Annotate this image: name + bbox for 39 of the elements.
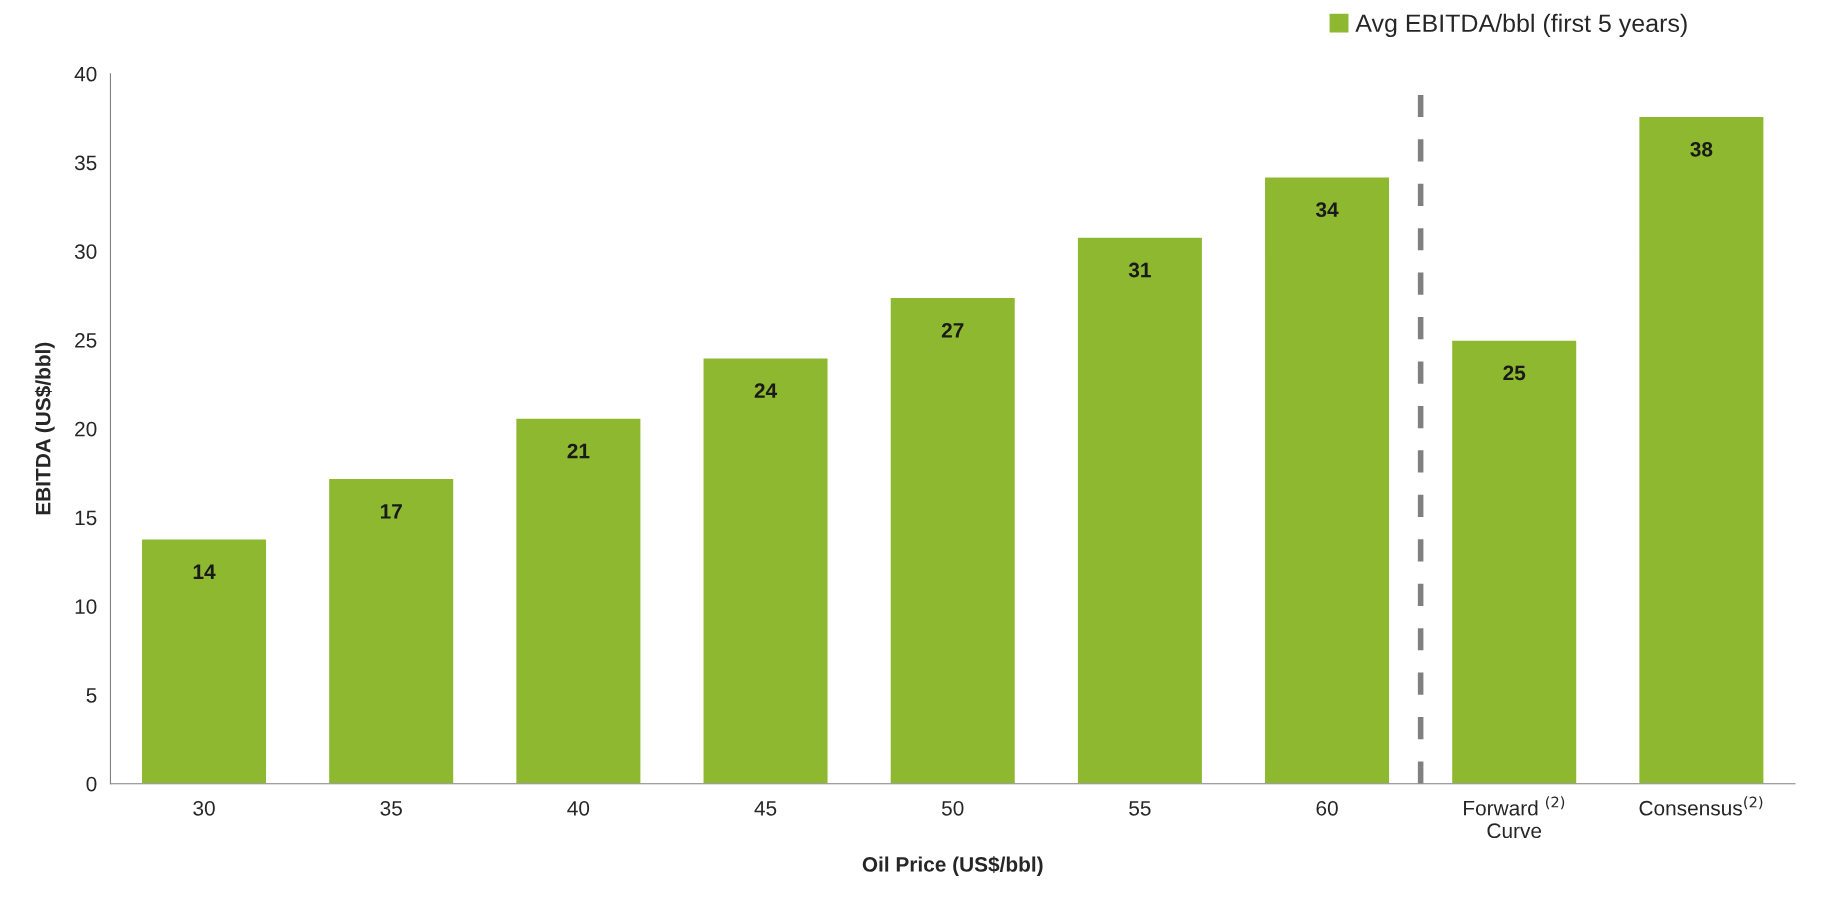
- bar: [1637, 115, 1765, 784]
- y-tick-label: 40: [74, 66, 97, 82]
- x-tick-label: 50: [941, 800, 964, 816]
- bar: [327, 477, 455, 784]
- x-tick-label: 55: [1129, 801, 1151, 816]
- data-label: 17: [380, 504, 402, 519]
- y-tick-label: 35: [74, 155, 97, 171]
- x-tick-label: 35: [380, 800, 402, 816]
- x-tick-label: Forward $^{(2)}$ Curve: [1464, 796, 1565, 839]
- data-label: 34: [1315, 202, 1339, 218]
- data-label: 14: [193, 564, 216, 579]
- x-tick-label: 45: [754, 801, 777, 816]
- y-tick-label: 25: [75, 332, 97, 348]
- y-tick-label: 20: [75, 421, 97, 437]
- bar: [1450, 339, 1578, 784]
- data-label: 25: [1503, 365, 1526, 381]
- x-tick-label: 30: [193, 800, 215, 816]
- y-axis-title: EBITDA (US$/bbl): [34, 342, 55, 515]
- legend-label: Avg EBITDA/bbl (first 5 years): [1355, 13, 1687, 38]
- bar: [1263, 176, 1391, 784]
- y-tick-label: 10: [75, 599, 97, 614]
- data-label: 27: [941, 322, 964, 338]
- x-tick-label: 40: [567, 800, 590, 816]
- bar: [702, 357, 829, 784]
- data-label: 24: [754, 383, 778, 398]
- y-tick-label: 15: [75, 510, 97, 526]
- bar: [514, 417, 642, 784]
- x-axis-title: Oil Price (US$/bbl): [862, 856, 1043, 876]
- y-tick-label: 0: [86, 776, 97, 792]
- x-tick-label: 60: [1316, 800, 1338, 816]
- data-label: 21: [567, 443, 590, 459]
- bar: [1076, 236, 1204, 784]
- bar: [140, 538, 268, 784]
- data-label: 38: [1690, 141, 1713, 157]
- y-tick-label: 30: [74, 244, 97, 259]
- x-tick-label: Consensus$^{(2)}$: [1639, 796, 1763, 816]
- data-label: 31: [1128, 262, 1151, 278]
- bar: [889, 296, 1017, 784]
- y-tick-label: 5: [86, 688, 97, 703]
